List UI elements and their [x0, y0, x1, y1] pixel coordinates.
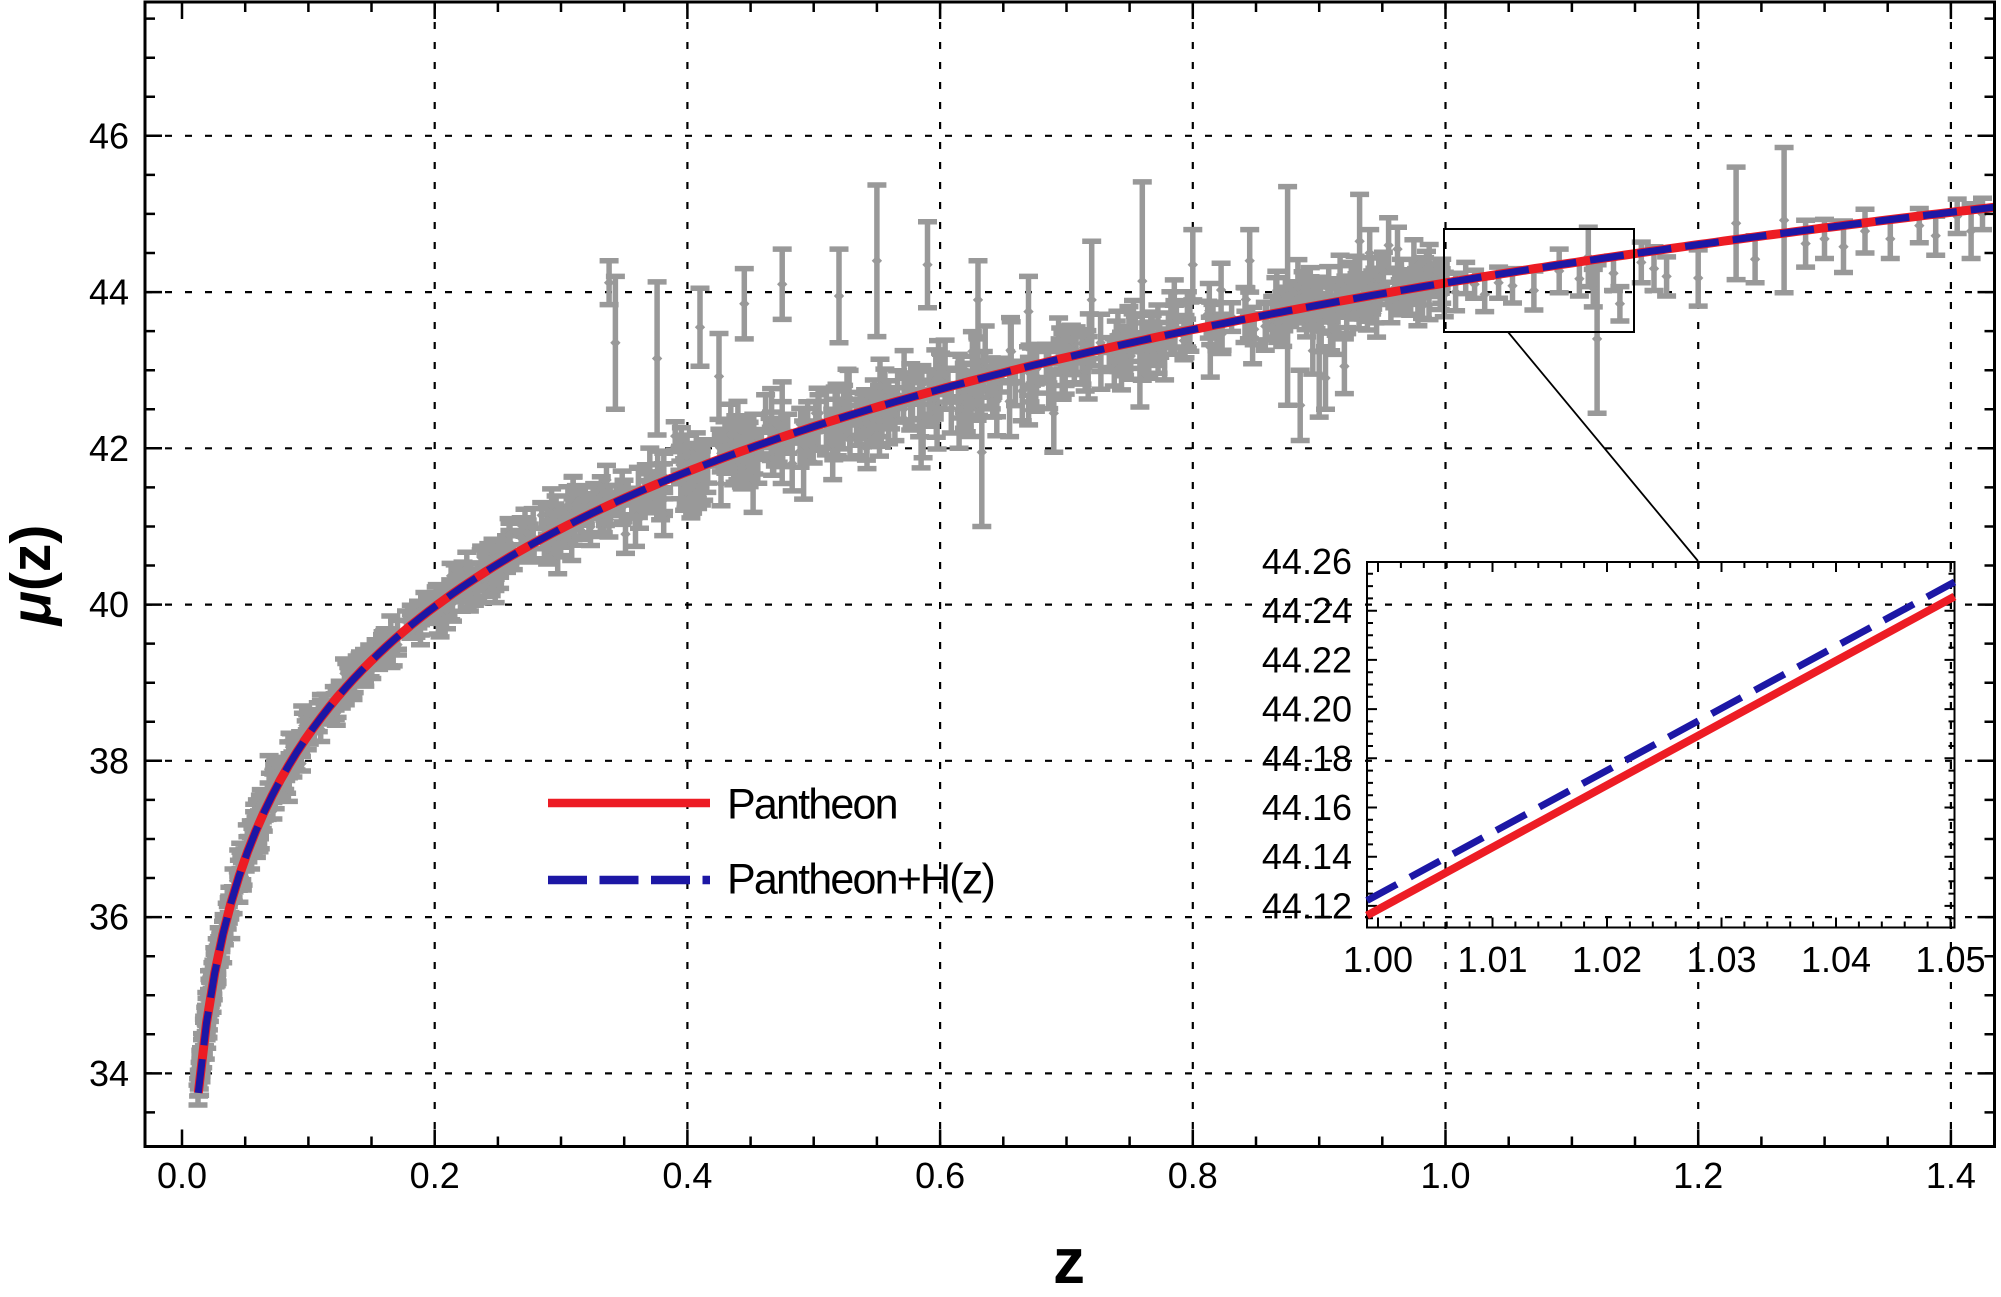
svg-text:μ(z): μ(z)	[0, 525, 63, 628]
svg-text:z: z	[1053, 1225, 1085, 1297]
svg-text:0.2: 0.2	[410, 1155, 460, 1196]
svg-text:44.20: 44.20	[1262, 689, 1352, 730]
svg-text:44: 44	[89, 272, 129, 313]
svg-text:0.8: 0.8	[1168, 1155, 1218, 1196]
svg-text:1.2: 1.2	[1673, 1155, 1723, 1196]
svg-text:1.05: 1.05	[1915, 939, 1985, 980]
svg-text:40: 40	[89, 584, 129, 625]
svg-text:44.26: 44.26	[1262, 541, 1352, 582]
svg-text:Pantheon+H(z): Pantheon+H(z)	[727, 856, 994, 904]
svg-text:36: 36	[89, 897, 129, 938]
svg-text:44.18: 44.18	[1262, 738, 1352, 779]
svg-text:0.0: 0.0	[157, 1155, 207, 1196]
svg-text:44.22: 44.22	[1262, 639, 1352, 680]
svg-text:44.12: 44.12	[1262, 885, 1352, 926]
svg-text:1.01: 1.01	[1457, 939, 1527, 980]
svg-text:1.00: 1.00	[1343, 939, 1413, 980]
svg-text:44.16: 44.16	[1262, 787, 1352, 828]
svg-text:44.14: 44.14	[1262, 836, 1352, 877]
svg-text:Pantheon: Pantheon	[727, 781, 897, 829]
svg-text:1.03: 1.03	[1686, 939, 1756, 980]
svg-text:1.4: 1.4	[1926, 1155, 1976, 1196]
svg-text:1.02: 1.02	[1572, 939, 1642, 980]
svg-text:0.4: 0.4	[662, 1155, 712, 1196]
svg-text:38: 38	[89, 740, 129, 781]
svg-text:1.04: 1.04	[1801, 939, 1871, 980]
svg-text:0.6: 0.6	[915, 1155, 965, 1196]
svg-text:42: 42	[89, 428, 129, 469]
svg-text:46: 46	[89, 115, 129, 156]
svg-text:44.24: 44.24	[1262, 590, 1352, 631]
svg-text:34: 34	[89, 1053, 129, 1094]
svg-text:1.0: 1.0	[1420, 1155, 1470, 1196]
